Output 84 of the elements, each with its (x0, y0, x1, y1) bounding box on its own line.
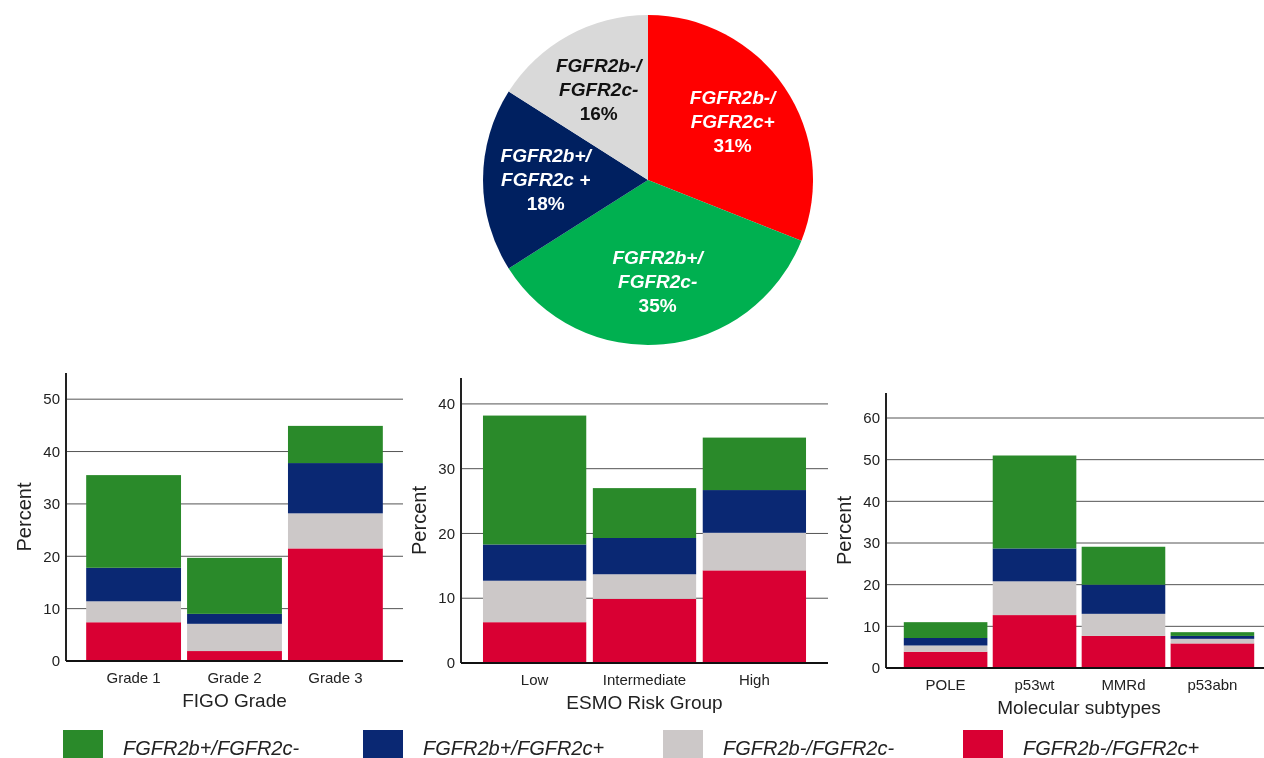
bar (1081, 613, 1166, 636)
bar (903, 651, 988, 668)
y-axis-title: Percent (13, 482, 35, 552)
y-tick-label: 30 (438, 459, 455, 477)
data-label: 16% (579, 103, 618, 125)
y-tick-label: 50 (863, 450, 880, 468)
y-tick-label: 10 (43, 599, 60, 617)
bar (187, 613, 282, 624)
slice-label: FGFR2b+/FGFR2c + (500, 145, 593, 190)
y-tick-label: 10 (863, 617, 880, 635)
y-axis-title: Percent (833, 495, 855, 565)
bar (86, 622, 182, 661)
y-axis-title: Percent (408, 485, 430, 555)
y-tick-label: 40 (863, 492, 880, 510)
data-label: 35% (638, 294, 677, 316)
y-tick-label: 0 (871, 659, 880, 677)
bar (287, 548, 383, 661)
x-tick-label: p53abn (1187, 676, 1238, 693)
x-axis-title: ESMO Risk Group (566, 692, 723, 713)
pie-slice (648, 15, 813, 241)
bar (702, 532, 807, 571)
bar (86, 567, 182, 602)
x-tick-label: Grade 1 (106, 669, 161, 686)
x-axis-title: FIGO Grade (182, 690, 287, 711)
bar (702, 570, 807, 663)
y-tick-label: 30 (863, 534, 880, 552)
bar (482, 580, 587, 623)
x-tick-label: Low (520, 671, 549, 688)
bar (187, 651, 282, 661)
bar (702, 437, 807, 491)
slice-label: FGFR2b+/FGFR2c- (612, 246, 705, 292)
bar (287, 513, 383, 549)
bar (592, 537, 697, 575)
bar (992, 615, 1077, 668)
x-tick-label: Grade 2 (207, 669, 262, 686)
bar (287, 463, 383, 514)
x-tick-label: Grade 3 (308, 669, 363, 686)
bar (482, 622, 587, 663)
bar (1170, 643, 1255, 668)
bar (1081, 635, 1166, 668)
legend-label: FGFR2b+/FGFR2c+ (423, 737, 605, 758)
bar (592, 488, 697, 538)
y-tick-label: 40 (43, 442, 60, 460)
y-tick-label: 50 (43, 390, 60, 408)
x-tick-label: High (738, 671, 770, 688)
x-tick-label: p53wt (1014, 676, 1056, 693)
bar (903, 645, 988, 652)
bar (992, 455, 1077, 549)
bar (702, 490, 807, 533)
bar (992, 548, 1077, 582)
bar (86, 475, 182, 568)
y-tick-label: 40 (438, 395, 455, 413)
y-tick-label: 60 (863, 409, 880, 427)
legend-label: FGFR2b-/FGFR2c- (723, 737, 895, 758)
y-tick-label: 20 (438, 524, 455, 542)
bar (903, 622, 988, 638)
bar (592, 598, 697, 663)
x-tick-label: Intermediate (602, 671, 687, 688)
slice-label: FGFR2b-/FGFR2c+ (689, 87, 778, 133)
y-tick-label: 0 (446, 654, 455, 672)
bar (1081, 546, 1166, 585)
bar (482, 544, 587, 581)
x-tick-label: MMRd (1101, 676, 1146, 693)
y-tick-label: 20 (863, 575, 880, 593)
bar (187, 557, 282, 614)
bar (992, 581, 1077, 616)
x-tick-label: POLE (925, 676, 966, 693)
x-axis-title: Molecular subtypes (997, 697, 1161, 718)
bar (482, 415, 587, 545)
data-label: 18% (526, 193, 565, 214)
bar (287, 425, 383, 464)
y-tick-label: 30 (43, 495, 60, 513)
bar (187, 623, 282, 652)
y-tick-label: 20 (43, 547, 60, 565)
bar (1081, 584, 1166, 614)
y-tick-label: 0 (51, 652, 60, 670)
slice-label: FGFR2b-/FGFR2c- (555, 55, 644, 101)
bar (86, 601, 182, 623)
legend-label: FGFR2b+/FGFR2c- (123, 737, 300, 758)
bar (903, 638, 988, 646)
data-label: 31% (713, 135, 752, 157)
legend-label: FGFR2b-/FGFR2c+ (1023, 737, 1200, 758)
bar (592, 574, 697, 599)
y-tick-label: 10 (438, 589, 455, 607)
